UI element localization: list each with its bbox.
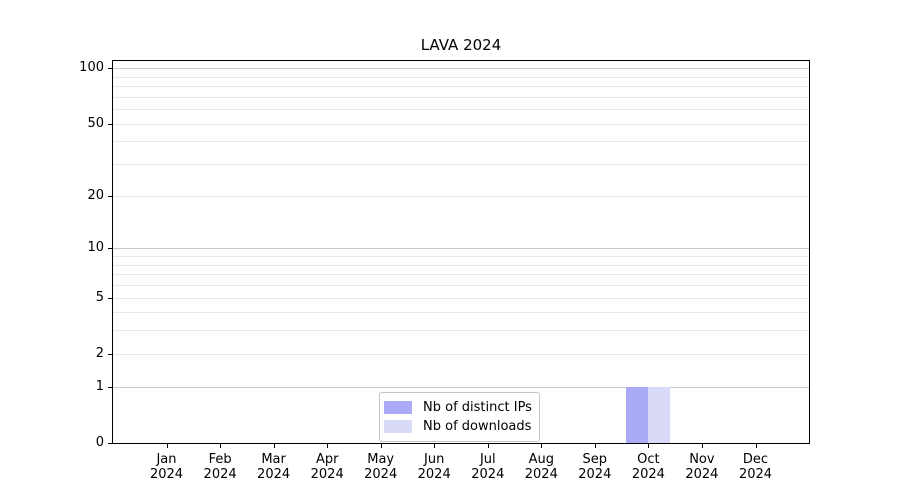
y-tick-2 <box>108 353 112 355</box>
y-tick-label-100: 100 <box>79 60 104 76</box>
x-tick-label-apr-2024: Apr 2024 <box>310 452 344 482</box>
y-gridline-minor-2 <box>113 353 809 355</box>
x-tick-label-aug-2024: Aug 2024 <box>524 452 558 482</box>
legend-swatch-distinct-ips-icon <box>384 401 412 414</box>
x-tick-jan-2024 <box>166 444 168 448</box>
x-tick-label-may-2024: May 2024 <box>364 452 398 482</box>
legend-label-distinct-ips: Nb of distinct IPs <box>423 400 532 415</box>
y-gridline-minor-9 <box>113 256 809 257</box>
x-tick-label-sep-2024: Sep 2024 <box>578 452 612 482</box>
y-gridline-minor-7 <box>113 274 809 276</box>
legend-label-downloads: Nb of downloads <box>423 419 532 434</box>
x-tick-jun-2024 <box>434 444 436 448</box>
plot-area <box>112 60 810 444</box>
x-tick-label-mar-2024: Mar 2024 <box>257 452 291 482</box>
y-gridline-minor-3 <box>113 330 809 332</box>
bar-nb-of-distinct-ips-oct-2024 <box>626 386 649 443</box>
x-tick-label-oct-2024: Oct 2024 <box>631 452 665 482</box>
y-gridline-minor-4 <box>113 312 809 314</box>
y-gridline-minor-5 <box>113 297 809 299</box>
y-tick-50 <box>108 123 112 125</box>
y-gridline-major-1 <box>113 386 809 388</box>
x-tick-dec-2024 <box>755 444 757 448</box>
x-tick-label-feb-2024: Feb 2024 <box>203 452 237 482</box>
legend: Nb of distinct IPs Nb of downloads <box>379 392 540 442</box>
y-gridline-minor-8 <box>113 264 809 266</box>
y-gridline-minor-90 <box>113 76 809 78</box>
y-tick-label-0: 0 <box>95 435 104 450</box>
x-tick-label-jul-2024: Jul 2024 <box>471 452 505 482</box>
x-tick-feb-2024 <box>220 444 222 448</box>
x-tick-label-nov-2024: Nov 2024 <box>685 452 719 482</box>
y-gridline-minor-40 <box>113 141 809 143</box>
y-tick-10 <box>108 248 112 250</box>
y-tick-label-10: 10 <box>87 240 104 256</box>
y-tick-20 <box>108 195 112 197</box>
y-gridline-minor-70 <box>113 96 809 98</box>
y-tick-5 <box>108 297 112 299</box>
y-tick-label-50: 50 <box>87 115 104 131</box>
y-tick-0 <box>108 443 112 444</box>
x-tick-oct-2024 <box>648 444 650 448</box>
legend-swatch-downloads-icon <box>384 420 412 433</box>
y-gridline-minor-30 <box>113 164 809 166</box>
x-tick-sep-2024 <box>594 444 596 448</box>
legend-entry-downloads: Nb of downloads <box>384 417 532 436</box>
y-gridline-minor-6 <box>113 285 809 286</box>
y-tick-label-20: 20 <box>87 187 104 203</box>
x-tick-may-2024 <box>380 444 382 448</box>
bar-nb-of-downloads-oct-2024 <box>648 386 671 443</box>
y-tick-label-5: 5 <box>95 289 104 305</box>
y-gridline-major-100 <box>113 68 809 70</box>
y-tick-1 <box>108 386 112 388</box>
x-tick-mar-2024 <box>273 444 275 448</box>
y-tick-label-1: 1 <box>95 378 104 394</box>
y-gridline-minor-80 <box>113 86 809 88</box>
x-tick-jul-2024 <box>487 444 489 448</box>
x-tick-label-jun-2024: Jun 2024 <box>417 452 451 482</box>
y-tick-100 <box>108 68 112 70</box>
x-tick-aug-2024 <box>541 444 543 448</box>
x-tick-label-jan-2024: Jan 2024 <box>149 452 184 482</box>
x-tick-apr-2024 <box>327 444 329 448</box>
x-tick-nov-2024 <box>701 444 703 448</box>
y-gridline-minor-50 <box>113 123 809 125</box>
y-gridline-minor-20 <box>113 195 809 197</box>
legend-entry-distinct-ips: Nb of distinct IPs <box>384 398 532 417</box>
y-tick-label-2: 2 <box>95 345 104 361</box>
y-gridline-major-10 <box>113 248 809 250</box>
y-gridline-minor-60 <box>113 109 809 111</box>
chart-title: LAVA 2024 <box>420 36 502 54</box>
x-tick-label-dec-2024: Dec 2024 <box>738 452 773 482</box>
